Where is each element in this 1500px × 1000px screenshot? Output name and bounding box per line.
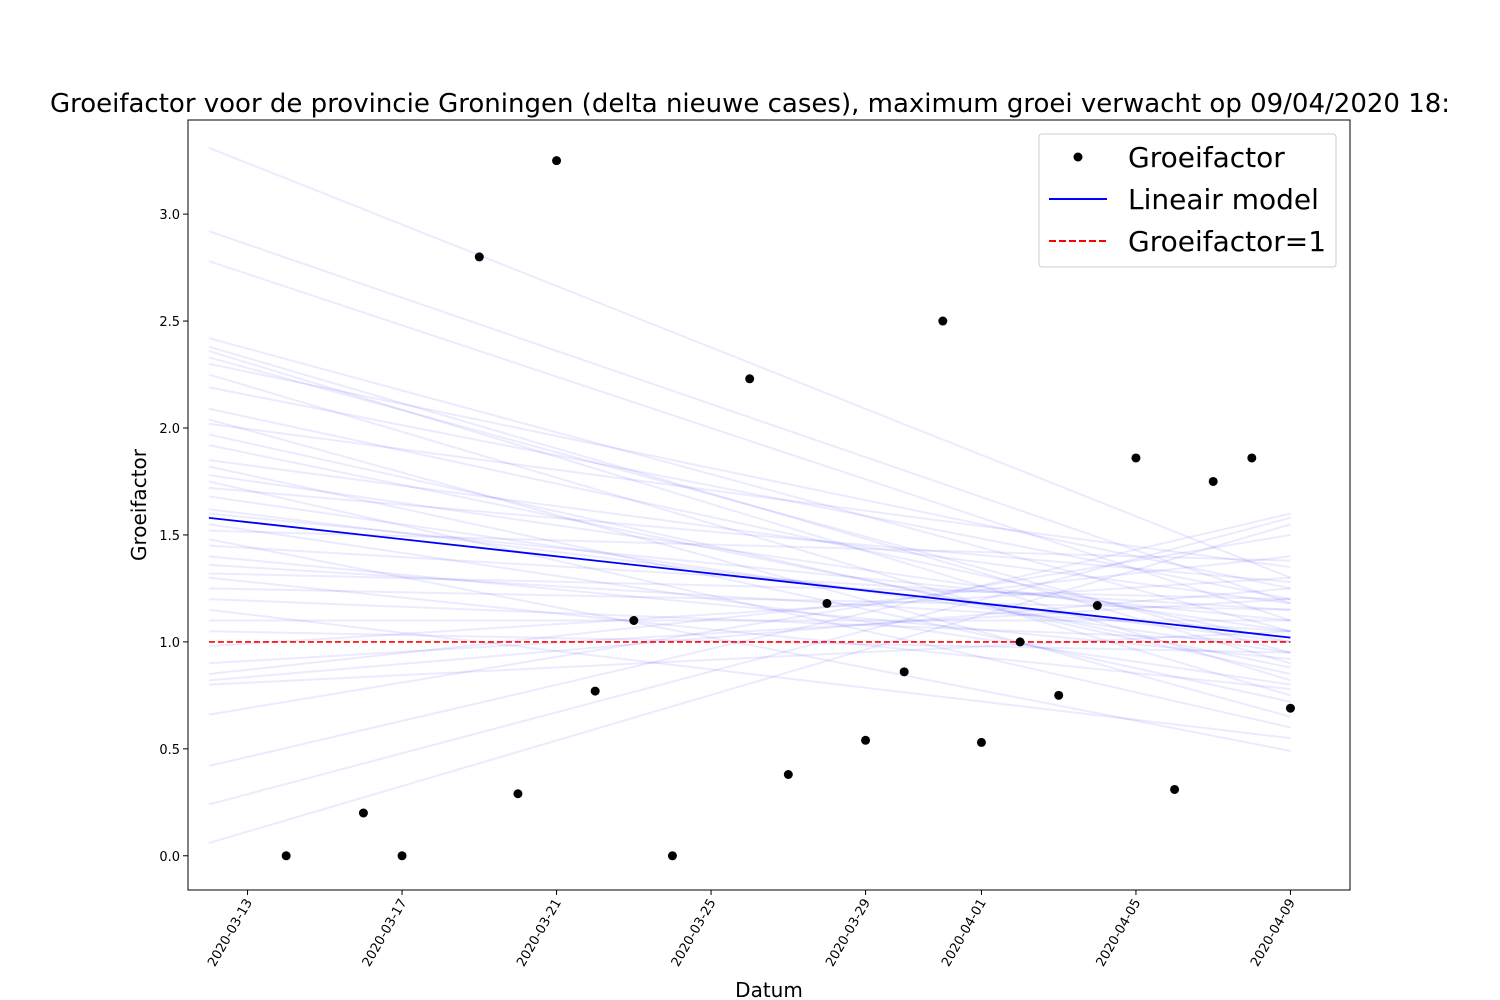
sample-lines xyxy=(208,146,1291,844)
data-point xyxy=(1285,703,1295,713)
sample-line xyxy=(208,598,1291,643)
sample-line xyxy=(208,587,1291,611)
sample-line xyxy=(208,512,1291,767)
data-points xyxy=(281,156,1295,861)
data-point xyxy=(1092,601,1102,611)
data-point xyxy=(281,851,291,861)
sample-line xyxy=(208,433,1291,675)
sample-line xyxy=(208,146,1291,579)
data-point xyxy=(513,789,523,799)
model-line-group xyxy=(208,516,1291,639)
x-axis-title: Datum xyxy=(735,978,803,1000)
y-tick-label: 2.5 xyxy=(159,315,180,330)
legend-label-reference: Groeifactor=1 xyxy=(1128,225,1326,258)
y-tick-label: 0.5 xyxy=(159,743,180,758)
y-tick-label: 2.0 xyxy=(159,422,180,437)
sample-line xyxy=(208,480,1291,729)
data-point xyxy=(1170,784,1180,794)
sample-line xyxy=(208,459,1291,605)
y-tick-label: 0.0 xyxy=(159,850,180,865)
sample-line xyxy=(208,362,1291,590)
sample-line xyxy=(208,444,1291,669)
sample-line xyxy=(208,418,1291,718)
model-line xyxy=(208,516,1291,639)
sample-line xyxy=(208,356,1291,654)
data-point xyxy=(474,252,484,262)
sample-line xyxy=(208,386,1291,601)
sample-line xyxy=(208,350,1291,682)
data-point xyxy=(899,667,909,677)
data-point xyxy=(629,616,639,625)
data-point xyxy=(1247,453,1257,463)
legend: Groeifactor Lineair model Groeifactor=1 xyxy=(1038,133,1337,268)
legend-points-marker xyxy=(1073,152,1083,162)
sample-line xyxy=(208,337,1291,633)
data-point xyxy=(745,374,755,384)
legend-label-points: Groeifactor xyxy=(1128,141,1285,174)
sample-line xyxy=(208,587,1291,682)
legend-box xyxy=(1038,133,1337,268)
data-point xyxy=(1208,476,1218,486)
sample-line xyxy=(208,533,1291,716)
data-point xyxy=(397,851,407,861)
sample-line xyxy=(208,407,1291,643)
sample-line xyxy=(208,563,1291,633)
data-point xyxy=(552,156,562,166)
data-point xyxy=(1131,453,1141,463)
y-axis-title: Groeifactor xyxy=(127,448,151,561)
data-point xyxy=(358,808,368,818)
legend-label-model: Lineair model xyxy=(1128,183,1319,216)
y-axis: 0.0 0.5 1.0 1.5 2.0 2.5 3.0 xyxy=(159,208,188,865)
chart-title: Groeifactor voor de provincie Groningen … xyxy=(50,89,1450,119)
sample-line xyxy=(208,529,1291,562)
plot-frame xyxy=(187,119,1351,891)
data-point xyxy=(783,770,793,779)
sample-line xyxy=(208,538,1291,752)
sample-line xyxy=(208,345,1291,665)
sample-line xyxy=(208,508,1291,643)
sample-line xyxy=(208,512,1291,622)
sample-line xyxy=(208,474,1291,633)
sample-line xyxy=(208,230,1291,605)
sample-line xyxy=(208,260,1291,622)
sample-line xyxy=(208,516,1291,806)
y-tick-label: 1.0 xyxy=(159,636,180,651)
sample-line xyxy=(208,608,1291,740)
sample-line xyxy=(208,630,1291,686)
data-point xyxy=(938,316,948,326)
sample-line xyxy=(208,572,1291,601)
sample-line xyxy=(208,422,1291,569)
sample-line xyxy=(208,465,1291,703)
data-point xyxy=(1015,637,1025,647)
sample-line xyxy=(208,495,1291,654)
sample-line xyxy=(208,523,1291,844)
sample-line xyxy=(208,555,1291,675)
sample-line xyxy=(208,523,1291,686)
data-point xyxy=(590,686,600,696)
y-tick-label: 3.0 xyxy=(159,208,180,223)
sample-line xyxy=(208,598,1291,665)
data-point xyxy=(667,851,677,861)
data-point xyxy=(861,735,871,745)
sample-line xyxy=(208,576,1291,690)
data-point xyxy=(822,598,832,608)
data-point xyxy=(1054,690,1064,700)
y-tick-label: 1.5 xyxy=(159,529,180,544)
sample-line xyxy=(208,576,1291,648)
sample-line xyxy=(208,486,1291,583)
data-point xyxy=(976,737,986,747)
